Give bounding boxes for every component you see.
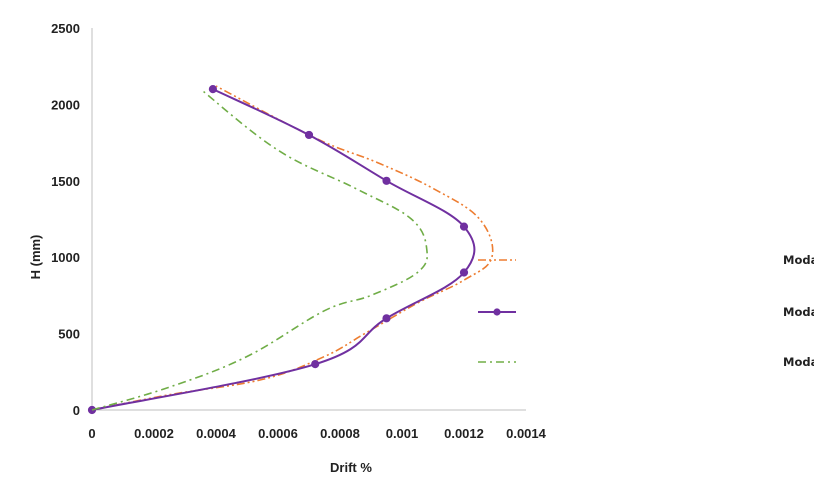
series-line-2 <box>91 88 476 411</box>
series-lines <box>87 85 494 415</box>
data-point-marker <box>382 314 391 323</box>
x-tick-label: 0.0004 <box>196 426 237 441</box>
y-tick-label: 2000 <box>51 97 80 112</box>
legend-label-2: مدل با کمربند خرپایی (حذف ستون کناری)-Mo… <box>783 305 814 320</box>
x-tick-label: 0.0012 <box>444 426 484 441</box>
legend: مدل با کمربند خرپایی (حذف ستون مرکزی)-Mo… <box>478 253 814 370</box>
y-tick-label: 1000 <box>51 250 80 265</box>
data-point-marker <box>382 176 391 185</box>
x-tick-label: 0.0008 <box>320 426 360 441</box>
x-tick-label: 0.0006 <box>258 426 298 441</box>
y-tick-label: 2500 <box>51 21 80 36</box>
x-tick-label: 0.001 <box>386 426 419 441</box>
series-line-3 <box>91 88 429 411</box>
y-tick-label: 0 <box>73 403 80 418</box>
axes <box>91 28 526 411</box>
series-line-1 <box>91 85 494 411</box>
tick-labels: 0 0.0002 0.0004 0.0006 0.0008 0.001 0.0012 0.00… <box>51 21 547 441</box>
x-axis-title: Drift % <box>330 460 372 475</box>
legend-marker <box>493 308 501 316</box>
x-tick-label: 0.0002 <box>134 426 174 441</box>
data-point-marker <box>311 360 320 369</box>
y-axis-title: H (mm) <box>28 235 43 280</box>
legend-label-1: مدل با کمربند خرپایی (حذف ستون مرکزی)-Mo… <box>783 253 814 268</box>
x-tick-label: 0 <box>88 426 95 441</box>
x-tick-label: 0.0014 <box>506 426 547 441</box>
y-tick-label: 500 <box>58 327 80 342</box>
legend-label-3: مدل با کمربند خرپایی (حذف ستون گوشه)-Mod… <box>783 355 814 370</box>
data-point-marker <box>459 268 469 277</box>
data-point-marker <box>459 222 469 231</box>
y-tick-label: 1500 <box>51 174 80 189</box>
data-point-marker <box>304 130 314 140</box>
data-point-marker <box>208 85 217 94</box>
